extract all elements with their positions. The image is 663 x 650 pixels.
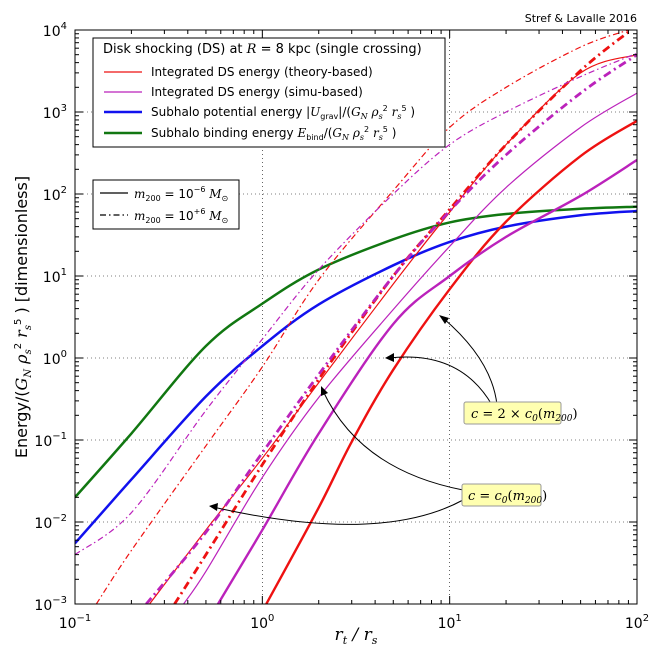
arrow-c2-to-red bbox=[388, 356, 493, 406]
series-line-simu_c2_lo bbox=[183, 92, 637, 604]
tick-labels: 10−1 100 101 102 10−3 10−2 10−1 100 101 102 103 104 bbox=[34, 21, 649, 632]
y-axis-label: Energy/(GN ρs2 rs5 ) [dimensionless] bbox=[12, 176, 34, 458]
y-tick-label: 103 bbox=[43, 103, 67, 122]
series-line-simu_c2_hi bbox=[75, 52, 637, 556]
legend-label-theory: Integrated DS energy (theory-based) bbox=[151, 65, 373, 79]
plot-frame bbox=[74, 29, 638, 605]
x-tick-label: 10−1 bbox=[59, 613, 92, 632]
arrowhead-2 bbox=[385, 353, 394, 362]
legend-mass: m200 = 10−6 M⊙ m200 = 10+6 M⊙ bbox=[92, 179, 240, 230]
annotation-arrows bbox=[212, 317, 498, 525]
arrow-c1-to-magenta-thin bbox=[212, 499, 464, 525]
series-layer bbox=[75, 30, 637, 604]
x-axis-label: rt / rs bbox=[335, 625, 378, 647]
y-tick-label: 104 bbox=[43, 21, 67, 40]
series-line-theory_c1_hi bbox=[173, 30, 632, 604]
legend-label-binding: Subhalo binding energy Ebind/(GN ρs2 rs5… bbox=[151, 125, 396, 142]
annotation-c1: c = c0(m200) bbox=[461, 483, 547, 507]
series-line-theory_c1_lo bbox=[265, 119, 637, 604]
y-tick-label: 10−3 bbox=[34, 595, 67, 614]
legend-label-potential: Subhalo potential energy |Ugrav|/(GN ρs2… bbox=[151, 104, 415, 121]
y-tick-label: 10−2 bbox=[34, 513, 67, 532]
annotation-c2-text: c = 2 × c0(m200) bbox=[471, 407, 578, 424]
legend-main-box bbox=[92, 37, 446, 148]
series-line-simu_c1_lo bbox=[216, 158, 637, 604]
arrowhead-4 bbox=[209, 503, 218, 511]
x-tick-label: 102 bbox=[625, 613, 649, 632]
legend-label-simu: Integrated DS energy (simu-based) bbox=[151, 85, 363, 99]
x-tick-label: 100 bbox=[250, 613, 274, 632]
y-tick-label: 102 bbox=[43, 185, 67, 204]
annotation-c2-box bbox=[463, 401, 562, 425]
legend-mass-label-low: m200 = 10−6 M⊙ bbox=[134, 185, 228, 203]
x-tick-label: 101 bbox=[438, 613, 462, 632]
annotation-arrowheads bbox=[209, 315, 449, 511]
legend-mass-box bbox=[92, 179, 240, 230]
series-line-theory_c2_hi bbox=[95, 30, 629, 604]
y-tick-label: 101 bbox=[43, 267, 67, 286]
legend-main: Disk shocking (DS) at R = 8 kpc (single … bbox=[92, 37, 446, 148]
series-line-simu_c1_hi bbox=[145, 53, 637, 604]
arrow-c2-to-magenta bbox=[442, 317, 498, 406]
annotation-c2: c = 2 × c0(m200) bbox=[463, 401, 578, 425]
arrow-c1-to-red-thin bbox=[322, 390, 464, 491]
legend-main-title: Disk shocking (DS) at R = 8 kpc (single … bbox=[103, 42, 422, 57]
y-tick-label: 10−1 bbox=[34, 431, 67, 450]
credit-label: Stref & Lavalle 2016 bbox=[525, 12, 637, 25]
arrowhead-1 bbox=[439, 315, 449, 324]
legend-mass-label-high: m200 = 10+6 M⊙ bbox=[134, 207, 228, 225]
arrowhead-3 bbox=[321, 386, 328, 396]
y-tick-label: 100 bbox=[43, 349, 67, 368]
series-line-binding bbox=[75, 205, 637, 499]
annotation-c1-box bbox=[461, 483, 542, 507]
